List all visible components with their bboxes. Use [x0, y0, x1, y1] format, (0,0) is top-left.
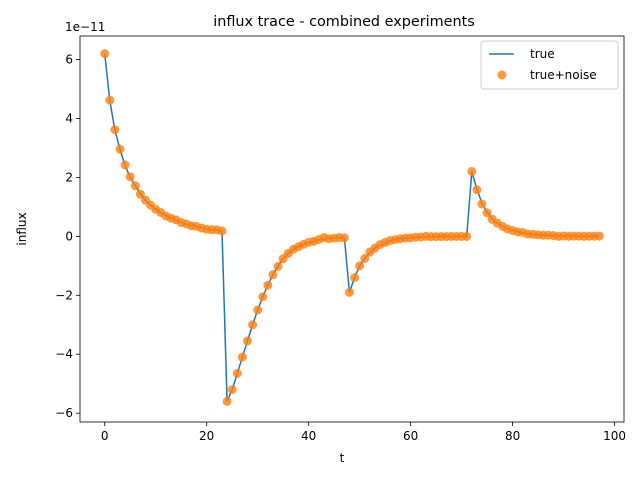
series-noise-point [130, 181, 140, 191]
series-noise-point [115, 144, 125, 154]
series-noise-point [222, 396, 232, 406]
series-noise-point [227, 385, 237, 395]
y-scale-offset-label: 1e−11 [65, 20, 105, 34]
x-tick-label: 0 [101, 429, 109, 443]
series-noise-point [135, 189, 145, 199]
series-noise-point [360, 253, 370, 263]
legend-true-label: true [530, 47, 555, 61]
y-tick-label: −4 [55, 347, 73, 361]
x-tick-label: 60 [403, 429, 418, 443]
series-noise-point [120, 160, 130, 170]
x-tick-label: 80 [505, 429, 520, 443]
series-noise-point [248, 320, 258, 330]
y-tick-label: 4 [65, 112, 73, 126]
axis-ticks: 0 20 40 60 80 100 −6 −4 −2 0 2 4 6 [55, 53, 626, 443]
y-tick-label: 0 [65, 229, 73, 243]
y-tick-label: −6 [55, 406, 73, 420]
series-noise-point [594, 231, 604, 241]
plot-area [100, 49, 604, 406]
series-noise-point [462, 231, 472, 241]
y-axis-label: influx [15, 212, 29, 245]
series-noise-point [232, 368, 242, 378]
series-noise-point [273, 261, 283, 271]
series-noise-point [467, 167, 477, 177]
y-tick-label: 2 [65, 170, 73, 184]
legend-box [480, 40, 619, 90]
series-noise-point [237, 352, 247, 362]
series-noise-point [217, 226, 227, 236]
axes-frame [79, 35, 625, 423]
series-noise-point [110, 125, 120, 135]
series-noise-point [105, 95, 115, 105]
series-noise-point [100, 49, 110, 59]
series-noise-point [339, 233, 349, 243]
x-tick-label: 100 [603, 429, 626, 443]
series-noise-point [258, 292, 268, 302]
x-tick-label: 20 [199, 429, 214, 443]
series-noise-point [263, 280, 273, 290]
series-noise-point [355, 261, 365, 271]
series-noise-point [242, 336, 252, 346]
series-noise-point [472, 185, 482, 195]
x-axis-label: t [340, 451, 345, 465]
legend-noise-label: true+noise [530, 68, 597, 82]
series-noise-point [477, 199, 487, 209]
series-noise-point [253, 305, 263, 315]
legend-noise-swatch [497, 70, 507, 80]
series-noise-point [125, 172, 135, 182]
y-tick-label: 6 [65, 53, 73, 67]
series-noise-point [482, 208, 492, 218]
legend: true true+noise [480, 40, 619, 90]
series-noise-point [350, 273, 360, 283]
y-tick-label: −2 [55, 288, 73, 302]
series-noise-point [344, 287, 354, 297]
series-noise-point [268, 270, 278, 280]
x-tick-label: 40 [301, 429, 316, 443]
chart-title: influx trace - combined experiments [213, 14, 475, 30]
